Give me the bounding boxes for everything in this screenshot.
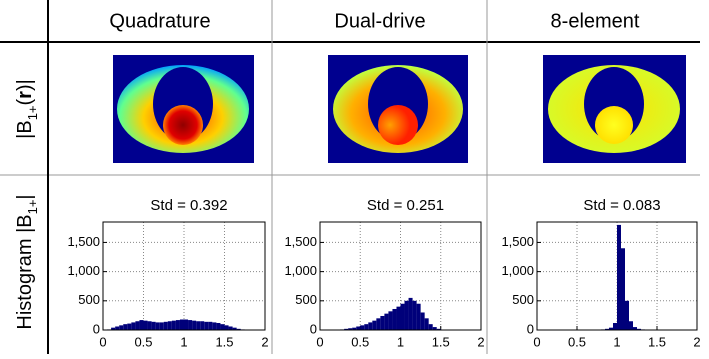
x-tick-label: 0.5	[568, 334, 586, 349]
histogram-bar	[208, 322, 212, 330]
histogram-bar	[123, 324, 127, 330]
x-tick-label: 1.5	[215, 334, 233, 349]
row-label-part: |	[14, 194, 36, 199]
histogram-bar	[135, 321, 139, 330]
histogram-bar	[405, 301, 409, 330]
row-label-part: r	[14, 91, 36, 99]
histogram-bar	[152, 322, 156, 330]
y-tick-label: 500	[512, 292, 534, 307]
histogram-bar	[613, 323, 617, 330]
histogram-bar	[172, 321, 176, 330]
histogram-bar	[216, 323, 220, 330]
histogram-bar	[139, 320, 143, 330]
histogram-bar	[629, 321, 633, 330]
x-tick-label: 2	[261, 334, 268, 349]
histogram-bar	[148, 321, 152, 330]
y-tick-label: 1,000	[67, 263, 100, 278]
histogram-bar	[188, 320, 192, 330]
histogram-bar	[409, 298, 413, 330]
histogram-bar	[364, 324, 368, 330]
histogram-bar	[184, 319, 188, 330]
histogram-bar	[625, 301, 629, 330]
x-tick-label: 0	[99, 334, 106, 349]
histogram-bar	[413, 301, 417, 330]
row-label: |B1+(r)|	[14, 79, 40, 139]
histogram-bar	[368, 322, 372, 330]
histogram-bar	[621, 248, 625, 330]
b1-map-quadrature	[113, 55, 254, 163]
histogram-bar	[115, 326, 119, 330]
histogram-bar	[360, 325, 364, 330]
histogram-bar	[617, 225, 621, 330]
chart-title: Std = 0.251	[367, 197, 444, 214]
histogram-bar	[220, 324, 224, 330]
b1-map-dual-drive	[328, 55, 468, 163]
x-tick-label: 1	[180, 334, 187, 349]
histogram-bar	[200, 321, 204, 330]
histogram-bar	[168, 321, 172, 330]
y-tick-label: 1,500	[67, 234, 100, 249]
histogram-bar	[417, 304, 421, 330]
histogram-bar	[421, 312, 425, 330]
b1-map-8-element	[543, 55, 686, 163]
y-tick-label: 500	[78, 292, 100, 307]
histogram-bar	[212, 322, 216, 330]
y-tick-label: 1,500	[284, 234, 317, 249]
column-header: Quadrature	[109, 10, 210, 32]
y-tick-label: 1,500	[501, 234, 534, 249]
x-tick-label: 2	[477, 334, 484, 349]
histogram-bar	[425, 318, 429, 330]
chart-title: Std = 0.392	[150, 197, 227, 214]
histogram-bar	[356, 326, 360, 330]
histogram-bar	[372, 321, 376, 330]
histogram-bar	[144, 321, 148, 330]
x-tick-label: 0.5	[351, 334, 369, 349]
histogram-bar	[401, 304, 405, 330]
histogram-bar	[392, 309, 396, 330]
row-label: Histogram |B1+|	[14, 194, 40, 329]
histogram-bar	[160, 322, 164, 330]
histogram-bar	[119, 325, 123, 330]
histogram-bar	[196, 321, 200, 330]
x-tick-label: 0	[316, 334, 323, 349]
y-tick-label: 500	[295, 292, 317, 307]
histogram-bar	[176, 320, 180, 330]
row-label-part: 1+	[25, 200, 40, 215]
x-tick-label: 0.5	[134, 334, 152, 349]
y-tick-label: 1,000	[501, 263, 534, 278]
row-label-part: Histogram |B	[14, 214, 36, 329]
histogram-bar	[204, 322, 208, 330]
x-tick-label: 1.5	[648, 334, 666, 349]
histogram-bar	[164, 322, 168, 330]
histogram-bar	[388, 311, 392, 330]
histogram-bar	[225, 325, 229, 330]
row-label-part: 1+	[25, 105, 40, 120]
histogram-bar	[127, 324, 131, 330]
row-label-part: |B	[14, 120, 36, 139]
column-header: Dual-drive	[334, 10, 425, 32]
histogram-bar	[131, 322, 135, 330]
histogram-bar	[180, 319, 184, 330]
histogram-bar	[384, 314, 388, 330]
figure: Quadrature Dual-drive 8-element |B1+(r)| His…	[0, 0, 709, 354]
y-tick-label: 1,000	[284, 263, 317, 278]
x-tick-label: 2	[693, 334, 700, 349]
histogram-bar	[396, 307, 400, 330]
x-tick-label: 1.5	[432, 334, 450, 349]
histogram-bar	[376, 318, 380, 330]
histogram-bar	[156, 322, 160, 330]
chart-title: Std = 0.083	[583, 197, 660, 214]
histogram-bar	[229, 326, 233, 330]
x-tick-label: 1	[613, 334, 620, 349]
histogram-bar	[429, 324, 433, 330]
x-tick-label: 1	[397, 334, 404, 349]
row-label-part: )|	[14, 79, 36, 91]
histogram-bar	[380, 316, 384, 330]
column-header: 8-element	[551, 10, 640, 32]
x-tick-label: 0	[533, 334, 540, 349]
histogram-bar	[192, 321, 196, 330]
